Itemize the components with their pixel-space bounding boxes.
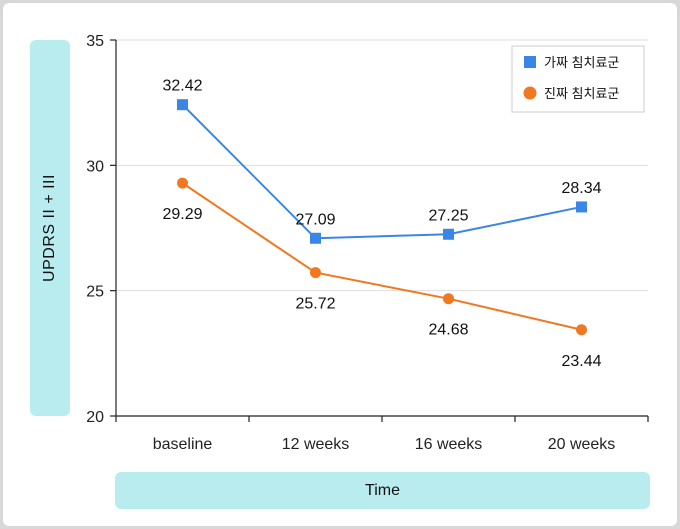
data-point-circle: [576, 324, 587, 336]
data-label: 27.25: [428, 207, 468, 224]
x-axis-label-box: Time: [115, 472, 650, 509]
data-label: 24.68: [428, 322, 468, 339]
x-tick-label: 12 weeks: [282, 436, 350, 453]
y-tick-label: 25: [86, 284, 104, 301]
data-point-square: [177, 99, 188, 111]
data-point-circle: [177, 177, 188, 189]
data-label: 28.34: [561, 180, 601, 197]
x-axis-label: Time: [365, 481, 400, 499]
data-point-circle: [443, 293, 454, 305]
data-label: 32.42: [162, 78, 202, 95]
data-label: 29.29: [162, 206, 202, 223]
y-tick-label: 30: [86, 158, 104, 175]
y-tick-label: 35: [86, 33, 104, 50]
x-tick-label: baseline: [153, 436, 213, 453]
legend-label: 가짜 침치료군: [544, 55, 619, 70]
data-point-square: [443, 228, 454, 240]
series-line: [181, 103, 582, 240]
x-tick-label: 20 weeks: [548, 436, 616, 453]
data-point-circle: [310, 267, 321, 279]
y-tick-label: 20: [86, 409, 104, 426]
data-label: 23.44: [561, 353, 601, 370]
data-label: 27.09: [295, 211, 335, 228]
data-point-square: [576, 201, 587, 213]
legend-marker-square: [524, 56, 536, 68]
y-axis-label-box: UPDRS II + III: [30, 40, 70, 416]
legend-label: 진짜 침치료군: [544, 86, 619, 101]
data-label: 25.72: [295, 296, 335, 313]
legend-marker-circle: [523, 86, 537, 100]
series-line: [181, 182, 582, 331]
x-tick-label: 16 weeks: [415, 436, 483, 453]
data-point-square: [310, 232, 321, 244]
